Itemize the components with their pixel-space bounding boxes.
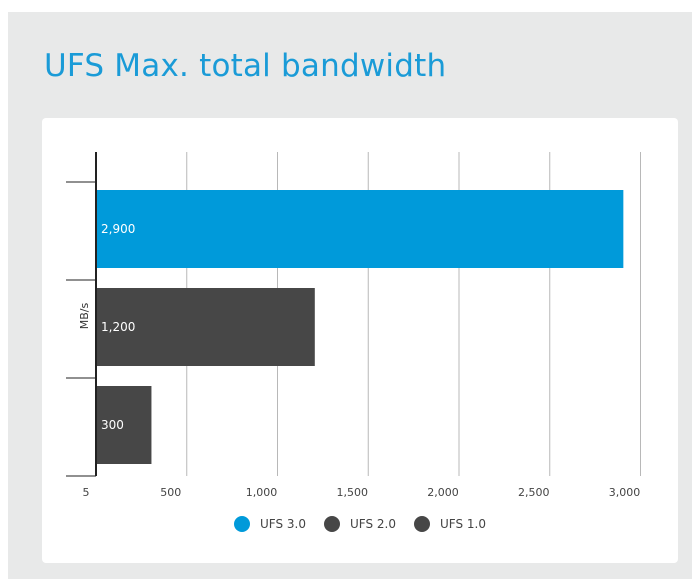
legend-item-ufs-3: UFS 3.0 xyxy=(234,516,306,532)
x-tick-label: 5 xyxy=(83,486,90,499)
x-tick-label: 1,000 xyxy=(246,486,278,499)
legend-label: UFS 3.0 xyxy=(260,517,306,531)
legend-swatch xyxy=(324,516,340,532)
y-axis-label: MB/s xyxy=(78,302,91,329)
legend-item-ufs-1: UFS 1.0 xyxy=(414,516,486,532)
chart-title: UFS Max. total bandwidth xyxy=(44,48,447,84)
x-tick-label: 2,500 xyxy=(518,486,550,499)
bar xyxy=(97,190,624,268)
legend-label: UFS 2.0 xyxy=(350,517,396,531)
bar-value-label: 1,200 xyxy=(101,320,135,334)
legend: UFS 3.0 UFS 2.0 UFS 1.0 xyxy=(42,516,678,532)
bar-chart: MB/s 5 500 1,000 1,500 2,000 2,500 3,000 2,900 1,… xyxy=(66,152,641,499)
x-tick-label: 1,500 xyxy=(337,486,369,499)
x-tick-label: 3,000 xyxy=(609,486,641,499)
chart-card: MB/s 5 500 1,000 1,500 2,000 2,500 3,000 2,900 1,… xyxy=(42,118,678,563)
bar-value-label: 300 xyxy=(101,418,124,432)
bar-value-label: 2,900 xyxy=(101,222,135,236)
legend-label: UFS 1.0 xyxy=(440,517,486,531)
legend-swatch xyxy=(234,516,250,532)
bar xyxy=(97,386,152,464)
x-tick-label: 500 xyxy=(160,486,181,499)
x-tick-label: 2,000 xyxy=(427,486,459,499)
bar xyxy=(97,288,315,366)
legend-item-ufs-2: UFS 2.0 xyxy=(324,516,396,532)
chart-panel: UFS Max. total bandwidth MB/s 5 500 1,000 1,… xyxy=(8,12,692,579)
legend-swatch xyxy=(414,516,430,532)
